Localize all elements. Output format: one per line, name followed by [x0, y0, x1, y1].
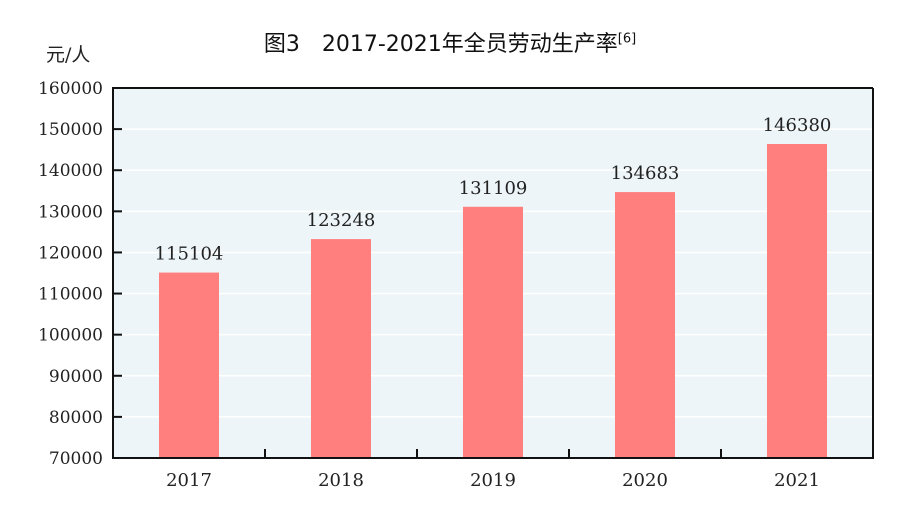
- y-tick-label: 150000: [38, 120, 103, 140]
- y-tick-label: 110000: [38, 285, 103, 305]
- y-tick-label: 90000: [49, 367, 103, 387]
- x-tick-label: 2017: [166, 470, 212, 491]
- y-tick-label: 140000: [38, 161, 103, 181]
- chart-title: 图3 2017-2021年全员劳动生产率[6]: [0, 26, 900, 58]
- bar: [463, 206, 523, 458]
- y-tick-label: 130000: [38, 202, 103, 222]
- bar: [311, 239, 371, 458]
- data-label: 123248: [307, 210, 376, 231]
- x-tick-label: 2018: [318, 470, 364, 491]
- data-label: 115104: [155, 244, 224, 265]
- y-tick-label: 120000: [38, 243, 103, 263]
- data-label: 131109: [459, 178, 528, 199]
- bar: [615, 192, 675, 458]
- bar: [767, 143, 827, 458]
- title-text: 图3 2017-2021年全员劳动生产率: [263, 32, 618, 57]
- x-tick-label: 2020: [622, 470, 668, 491]
- y-axis-label: 元/人: [46, 44, 91, 66]
- x-tick-label: 2019: [470, 470, 516, 491]
- title-footnote: [6]: [617, 31, 637, 47]
- y-tick-label: 70000: [49, 449, 103, 469]
- data-label: 146380: [763, 115, 832, 136]
- y-tick-label: 100000: [38, 326, 103, 346]
- y-tick-label: 160000: [38, 79, 103, 99]
- plot-border: [112, 87, 874, 459]
- y-tick-label: 80000: [49, 408, 103, 428]
- data-label: 134683: [611, 163, 680, 184]
- bar: [159, 272, 219, 458]
- x-tick-label: 2021: [774, 470, 820, 491]
